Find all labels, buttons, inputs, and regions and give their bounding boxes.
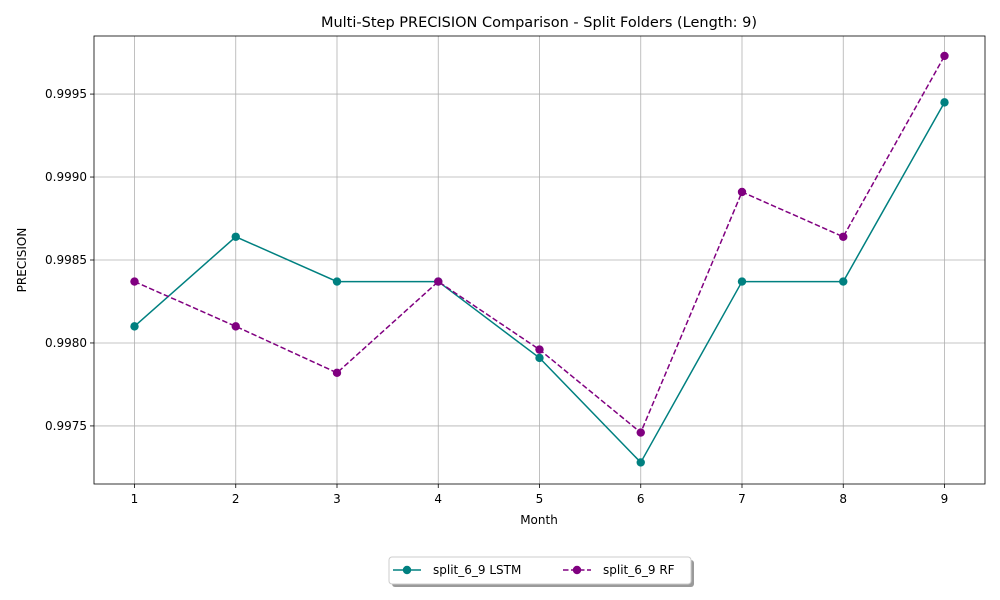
legend-label: split_6_9 RF — [603, 563, 675, 577]
x-tick-label: 9 — [941, 492, 949, 506]
data-point — [636, 458, 645, 467]
legend-box — [388, 556, 692, 585]
legend: split_6_9 LSTM split_6_9 RF — [388, 556, 694, 587]
data-point — [940, 51, 949, 61]
y-axis-ticks: 0.9975 0.9980 0.9985 0.9990 0.9995 — [45, 87, 94, 433]
data-point — [636, 428, 645, 437]
x-tick-label: 6 — [637, 492, 645, 506]
series-rf — [130, 51, 949, 437]
y-axis-label: PRECISION — [15, 228, 29, 293]
x-tick-label: 8 — [839, 492, 847, 506]
x-tick-label: 3 — [333, 492, 341, 506]
legend-label: split_6_9 LSTM — [433, 563, 521, 577]
series-lstm — [130, 98, 949, 467]
data-point — [231, 322, 240, 331]
x-tick-label: 5 — [536, 492, 544, 506]
grid — [94, 36, 985, 484]
data-point — [737, 187, 747, 197]
y-tick-label: 0.9995 — [45, 87, 87, 101]
data-point — [231, 232, 240, 241]
data-point — [940, 98, 949, 107]
x-axis-ticks: 1 2 3 4 5 6 7 8 9 — [131, 484, 949, 506]
x-axis-label: Month — [520, 513, 558, 527]
data-point — [839, 232, 848, 241]
data-point — [434, 277, 443, 286]
data-point — [130, 322, 139, 331]
y-tick-label: 0.9985 — [45, 253, 87, 267]
data-point — [535, 353, 544, 363]
data-point — [130, 277, 139, 286]
data-point — [839, 277, 848, 286]
y-tick-label: 0.9975 — [45, 419, 87, 433]
data-point — [332, 368, 342, 378]
data-point — [332, 277, 342, 286]
x-tick-label: 4 — [434, 492, 442, 506]
x-tick-label: 7 — [738, 492, 746, 506]
series-layer — [130, 51, 949, 467]
y-tick-label: 0.9990 — [45, 170, 87, 184]
chart-title: Multi-Step PRECISION Comparison - Split … — [321, 15, 757, 31]
x-tick-label: 1 — [131, 492, 139, 506]
y-tick-label: 0.9980 — [45, 336, 87, 350]
legend-item: split_6_9 LSTM — [393, 563, 521, 577]
data-point — [737, 277, 747, 286]
legend-marker — [402, 565, 412, 575]
legend-marker — [572, 565, 582, 575]
x-tick-label: 2 — [232, 492, 240, 506]
data-point — [535, 345, 544, 354]
legend-item: split_6_9 RF — [563, 563, 675, 577]
